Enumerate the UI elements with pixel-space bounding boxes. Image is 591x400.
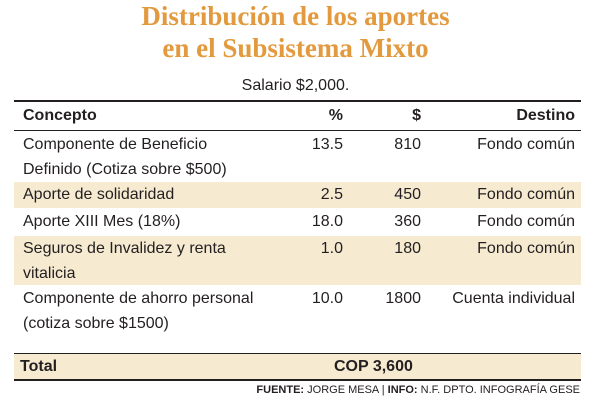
cell-destination: Fondo común (477, 213, 575, 230)
table-bottom-rule (14, 379, 581, 381)
cell-destination: Fondo común (477, 186, 575, 203)
cell-percent: 1.0 (320, 240, 343, 257)
total-value: COP 3,600 (334, 358, 413, 375)
cell-concept-line: Componente de ahorro personal (23, 290, 254, 307)
cell-concept: Componente de Beneficio Definido (Cotiza … (23, 132, 227, 182)
header-bottom-rule (14, 130, 581, 131)
total-row: Total COP 3,600 (14, 354, 581, 379)
total-label: Total (20, 358, 58, 375)
source-fuente-value: JORGE MESA (307, 384, 379, 396)
cell-concept-line: (cotiza sobre $1500) (23, 315, 169, 332)
source-separator: | (381, 384, 385, 396)
table-row: Seguros de Invalidez y renta vitalicia 1.0… (14, 236, 581, 285)
cell-destination: Fondo común (477, 240, 575, 257)
cell-amount: 450 (394, 186, 421, 203)
cell-concept-line: vitalicia (23, 265, 76, 282)
table-top-rule (14, 100, 581, 102)
cell-percent: 2.5 (320, 186, 343, 203)
cell-percent: 13.5 (311, 136, 343, 153)
cell-amount: 1800 (385, 290, 421, 307)
cell-amount: 180 (394, 240, 421, 257)
page-title-line-2: en el Subsistema Mixto (162, 33, 429, 63)
cell-concept: Aporte XIII Mes (18%) (23, 209, 180, 234)
header-concept: Concepto (23, 107, 97, 124)
source-info-value: N.F. DPTO. INFOGRAFÍA GESE (420, 384, 580, 396)
header-percent: % (328, 107, 343, 124)
cell-concept: Componente de ahorro personal (cotiza sob… (23, 286, 253, 336)
cell-percent: 18.0 (311, 213, 343, 230)
total-top-rule (14, 353, 581, 354)
cell-amount: 810 (394, 136, 421, 153)
cell-concept: Seguros de Invalidez y renta vitalicia (23, 236, 226, 286)
table-row: Aporte XIII Mes (18%) 18.0 360 Fondo común (14, 209, 581, 235)
source-fuente-label: FUENTE: (256, 384, 305, 396)
table-row: Componente de Beneficio Definido (Cotiza … (14, 132, 581, 181)
header-amount: $ (412, 107, 421, 124)
cell-amount: 360 (394, 213, 421, 230)
table-row: Aporte de solidaridad 2.5 450 Fondo común (14, 182, 581, 208)
cell-concept-line: Aporte de solidaridad (23, 186, 175, 203)
table-row: Componente de ahorro personal (cotiza sob… (14, 286, 581, 335)
cell-concept-line: Aporte XIII Mes (18%) (23, 213, 181, 230)
cell-concept-line: Seguros de Invalidez y renta (23, 240, 226, 257)
source-info-label: INFO: (387, 384, 418, 396)
cell-destination: Fondo común (477, 136, 575, 153)
table-header-row: Concepto % $ Destino (14, 103, 581, 129)
cell-concept: Aporte de solidaridad (23, 182, 174, 207)
salary-subtitle: Salario $2,000. (241, 77, 350, 94)
source-credit: FUENTE: JORGE MESA | INFO: N.F. DPTO. IN… (256, 383, 580, 397)
cell-concept-line: Componente de Beneficio (23, 136, 208, 153)
header-destination: Destino (516, 107, 575, 124)
cell-concept-line: Definido (Cotiza sobre $500) (23, 161, 227, 178)
page-title-line-1: Distribución de los aportes (141, 1, 450, 31)
cell-destination: Cuenta individual (452, 290, 575, 307)
cell-percent: 10.0 (311, 290, 343, 307)
